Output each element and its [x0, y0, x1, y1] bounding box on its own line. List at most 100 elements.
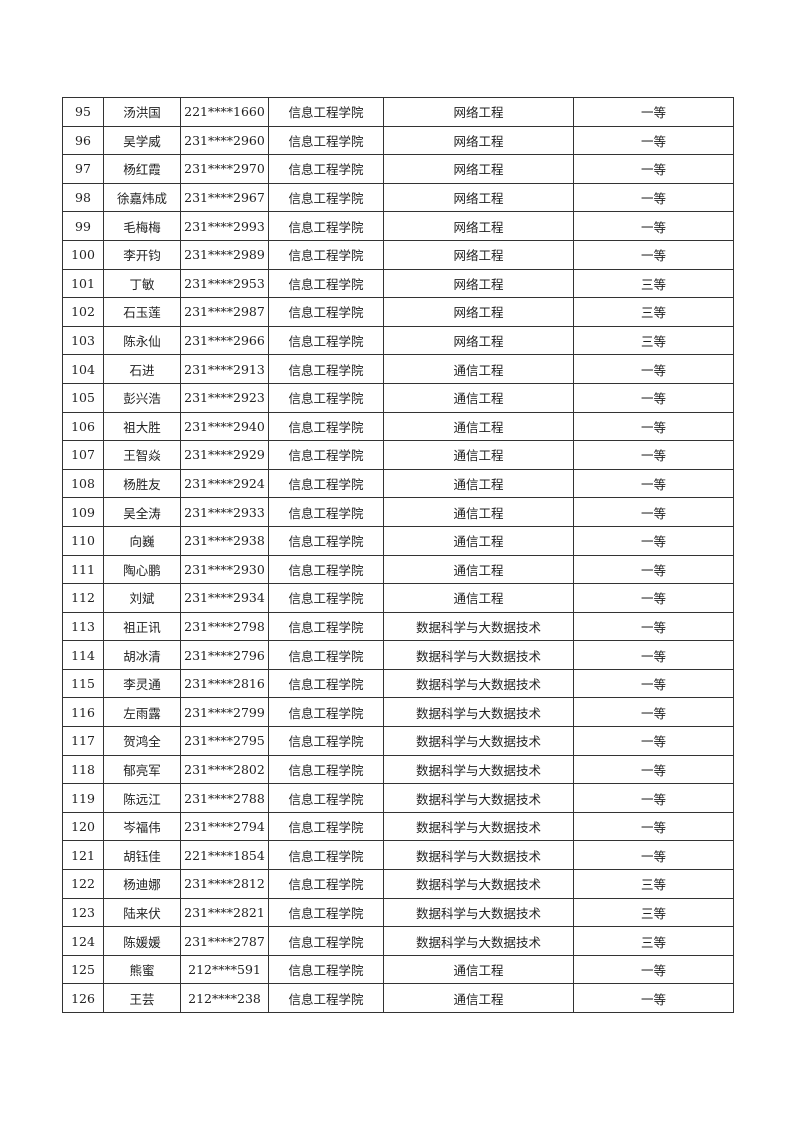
table-row: 96 吴学威 231****2960 信息工程学院 网络工程 一等	[62, 125, 734, 156]
student-name-cell: 吴学威	[103, 125, 181, 156]
table-body: 95 汤洪国 221****1660 信息工程学院 网络工程 一等 96 吴学威 231****…	[62, 97, 734, 1013]
student-id-cell: 231****2794	[180, 811, 269, 842]
college-cell: 信息工程学院	[268, 754, 384, 785]
award-level-cell: 一等	[573, 97, 734, 127]
student-id-cell: 231****2966	[180, 325, 269, 356]
college-cell: 信息工程学院	[268, 182, 384, 213]
student-id-cell: 212****238	[180, 983, 269, 1013]
college-cell: 信息工程学院	[268, 497, 384, 527]
award-level-cell: 一等	[573, 440, 734, 470]
award-level-cell: 一等	[573, 382, 734, 413]
row-number-cell: 96	[62, 125, 104, 156]
award-level-cell: 一等	[573, 697, 734, 728]
student-id-cell: 231****2967	[180, 182, 269, 213]
student-id-cell: 231****2924	[180, 468, 269, 499]
college-cell: 信息工程学院	[268, 297, 384, 327]
row-number-cell: 105	[62, 382, 104, 413]
student-id-cell: 231****2796	[180, 640, 269, 670]
major-cell: 网络工程	[383, 97, 574, 127]
student-id-cell: 231****2923	[180, 382, 269, 413]
student-name-cell: 左雨露	[103, 697, 181, 728]
major-cell: 通信工程	[383, 525, 574, 556]
major-cell: 网络工程	[383, 211, 574, 241]
major-cell: 网络工程	[383, 268, 574, 299]
student-name-cell: 胡冰清	[103, 640, 181, 670]
row-number-cell: 106	[62, 411, 104, 442]
row-number-cell: 97	[62, 154, 104, 184]
student-id-cell: 231****2940	[180, 411, 269, 442]
major-cell: 通信工程	[383, 554, 574, 585]
award-level-cell: 一等	[573, 726, 734, 756]
row-number-cell: 117	[62, 726, 104, 756]
row-number-cell: 123	[62, 897, 104, 928]
table-row: 105 彭兴浩 231****2923 信息工程学院 通信工程 一等	[62, 382, 734, 413]
row-number-cell: 115	[62, 668, 104, 699]
college-cell: 信息工程学院	[268, 897, 384, 928]
student-name-cell: 王智焱	[103, 440, 181, 470]
award-level-cell: 一等	[573, 668, 734, 699]
college-cell: 信息工程学院	[268, 811, 384, 842]
major-cell: 通信工程	[383, 497, 574, 527]
row-number-cell: 119	[62, 783, 104, 813]
student-id-cell: 231****2960	[180, 125, 269, 156]
student-id-cell: 231****2989	[180, 239, 269, 270]
student-id-cell: 212****591	[180, 954, 269, 985]
student-id-cell: 231****2913	[180, 354, 269, 384]
college-cell: 信息工程学院	[268, 268, 384, 299]
student-name-cell: 郁亮军	[103, 754, 181, 785]
table-row: 113 祖正讯 231****2798 信息工程学院 数据科学与大数据技术 一等	[62, 611, 734, 642]
award-level-cell: 一等	[573, 154, 734, 184]
major-cell: 通信工程	[383, 468, 574, 499]
row-number-cell: 111	[62, 554, 104, 585]
award-level-cell: 一等	[573, 468, 734, 499]
table-row: 116 左雨露 231****2799 信息工程学院 数据科学与大数据技术 一等	[62, 697, 734, 728]
table-row: 107 王智焱 231****2929 信息工程学院 通信工程 一等	[62, 440, 734, 470]
student-id-cell: 231****2953	[180, 268, 269, 299]
college-cell: 信息工程学院	[268, 440, 384, 470]
college-cell: 信息工程学院	[268, 726, 384, 756]
student-name-cell: 胡钰佳	[103, 840, 181, 871]
college-cell: 信息工程学院	[268, 468, 384, 499]
college-cell: 信息工程学院	[268, 640, 384, 670]
student-id-cell: 231****2816	[180, 668, 269, 699]
college-cell: 信息工程学院	[268, 926, 384, 956]
student-name-cell: 祖大胜	[103, 411, 181, 442]
row-number-cell: 114	[62, 640, 104, 670]
row-number-cell: 122	[62, 869, 104, 899]
table-row: 104 石进 231****2913 信息工程学院 通信工程 一等	[62, 354, 734, 384]
award-level-cell: 三等	[573, 897, 734, 928]
award-level-cell: 一等	[573, 182, 734, 213]
student-name-cell: 石进	[103, 354, 181, 384]
student-name-cell: 陈永仙	[103, 325, 181, 356]
student-name-cell: 徐嘉炜成	[103, 182, 181, 213]
major-cell: 数据科学与大数据技术	[383, 840, 574, 871]
award-level-cell: 一等	[573, 583, 734, 613]
award-level-cell: 一等	[573, 525, 734, 556]
major-cell: 网络工程	[383, 297, 574, 327]
row-number-cell: 95	[62, 97, 104, 127]
award-level-cell: 一等	[573, 611, 734, 642]
row-number-cell: 118	[62, 754, 104, 785]
student-id-cell: 231****2929	[180, 440, 269, 470]
table-row: 114 胡冰清 231****2796 信息工程学院 数据科学与大数据技术 一等	[62, 640, 734, 670]
college-cell: 信息工程学院	[268, 840, 384, 871]
student-id-cell: 231****2934	[180, 583, 269, 613]
major-cell: 数据科学与大数据技术	[383, 640, 574, 670]
student-name-cell: 向巍	[103, 525, 181, 556]
major-cell: 通信工程	[383, 382, 574, 413]
table-row: 108 杨胜友 231****2924 信息工程学院 通信工程 一等	[62, 468, 734, 499]
award-level-cell: 一等	[573, 411, 734, 442]
table-row: 95 汤洪国 221****1660 信息工程学院 网络工程 一等	[62, 97, 734, 127]
row-number-cell: 98	[62, 182, 104, 213]
award-level-cell: 三等	[573, 268, 734, 299]
table-row: 101 丁敏 231****2953 信息工程学院 网络工程 三等	[62, 268, 734, 299]
award-level-cell: 一等	[573, 840, 734, 871]
major-cell: 数据科学与大数据技术	[383, 869, 574, 899]
award-level-cell: 一等	[573, 754, 734, 785]
college-cell: 信息工程学院	[268, 239, 384, 270]
college-cell: 信息工程学院	[268, 783, 384, 813]
major-cell: 通信工程	[383, 411, 574, 442]
award-level-cell: 三等	[573, 325, 734, 356]
table-row: 103 陈永仙 231****2966 信息工程学院 网络工程 三等	[62, 325, 734, 356]
table-row: 120 岑福伟 231****2794 信息工程学院 数据科学与大数据技术 一等	[62, 811, 734, 842]
